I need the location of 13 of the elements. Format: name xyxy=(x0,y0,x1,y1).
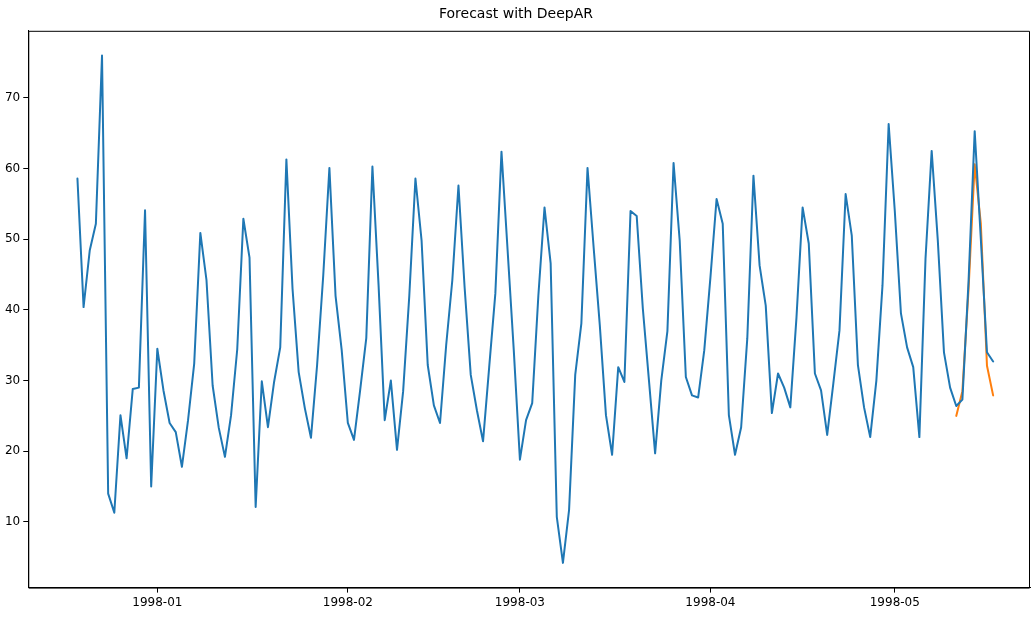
y-tick-label: 10 xyxy=(4,514,21,529)
y-tick-label: 70 xyxy=(4,90,21,105)
x-tick-label: 1998-01 xyxy=(132,594,183,609)
x-tick-label: 1998-02 xyxy=(322,594,373,609)
y-tick-label: 50 xyxy=(4,231,21,246)
x-tick-label: 1998-04 xyxy=(685,594,736,609)
y-tick-label: 40 xyxy=(4,302,21,317)
y-tick-label: 30 xyxy=(4,372,21,387)
y-tick-label: 20 xyxy=(4,443,21,458)
x-tick-label: 1998-03 xyxy=(494,594,545,609)
chart-title: Forecast with DeepAR xyxy=(438,5,594,22)
x-tick-label: 1998-05 xyxy=(869,594,920,609)
y-tick-label: 60 xyxy=(4,160,21,175)
